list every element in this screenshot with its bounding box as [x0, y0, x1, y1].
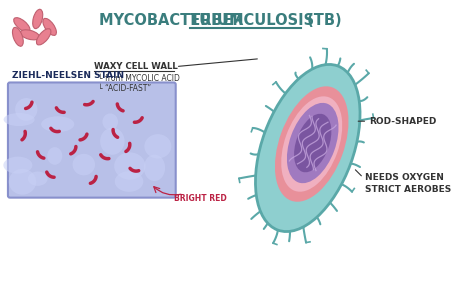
Text: ZIEHL-NEELSEN STAIN: ZIEHL-NEELSEN STAIN: [12, 71, 124, 80]
Text: NEEDS OXYGEN: NEEDS OXYGEN: [365, 173, 444, 182]
Ellipse shape: [287, 103, 338, 183]
Ellipse shape: [3, 157, 32, 174]
Ellipse shape: [15, 98, 37, 121]
Text: └ “ACID-FAST”: └ “ACID-FAST”: [98, 84, 151, 93]
Text: ROD-SHAPED: ROD-SHAPED: [369, 117, 437, 126]
Ellipse shape: [9, 169, 36, 195]
Ellipse shape: [36, 29, 51, 45]
Text: BRIGHT RED: BRIGHT RED: [174, 194, 227, 203]
Ellipse shape: [28, 171, 47, 186]
Text: MYCOBACTERIUM: MYCOBACTERIUM: [99, 13, 249, 28]
Ellipse shape: [145, 134, 172, 158]
Text: STRICT AEROBES: STRICT AEROBES: [365, 185, 452, 194]
Ellipse shape: [114, 152, 146, 180]
Ellipse shape: [275, 86, 348, 202]
FancyBboxPatch shape: [8, 83, 176, 198]
Text: (TB): (TB): [302, 13, 341, 28]
Ellipse shape: [4, 113, 35, 126]
Ellipse shape: [100, 128, 125, 155]
Ellipse shape: [33, 9, 43, 29]
Ellipse shape: [115, 171, 143, 192]
Text: TUBERCULOSIS: TUBERCULOSIS: [190, 13, 315, 28]
Ellipse shape: [294, 114, 331, 172]
Ellipse shape: [102, 113, 118, 130]
Text: WAXY CELL WALL: WAXY CELL WALL: [94, 62, 178, 71]
Ellipse shape: [47, 147, 62, 165]
Ellipse shape: [281, 96, 342, 192]
Ellipse shape: [20, 30, 39, 40]
Text: └ from MYCOLIC ACID: └ from MYCOLIC ACID: [98, 74, 180, 83]
Ellipse shape: [14, 18, 30, 32]
Ellipse shape: [255, 65, 360, 231]
Ellipse shape: [41, 116, 74, 132]
Ellipse shape: [73, 154, 95, 175]
Ellipse shape: [12, 27, 23, 46]
Ellipse shape: [144, 155, 165, 181]
Ellipse shape: [43, 18, 56, 36]
